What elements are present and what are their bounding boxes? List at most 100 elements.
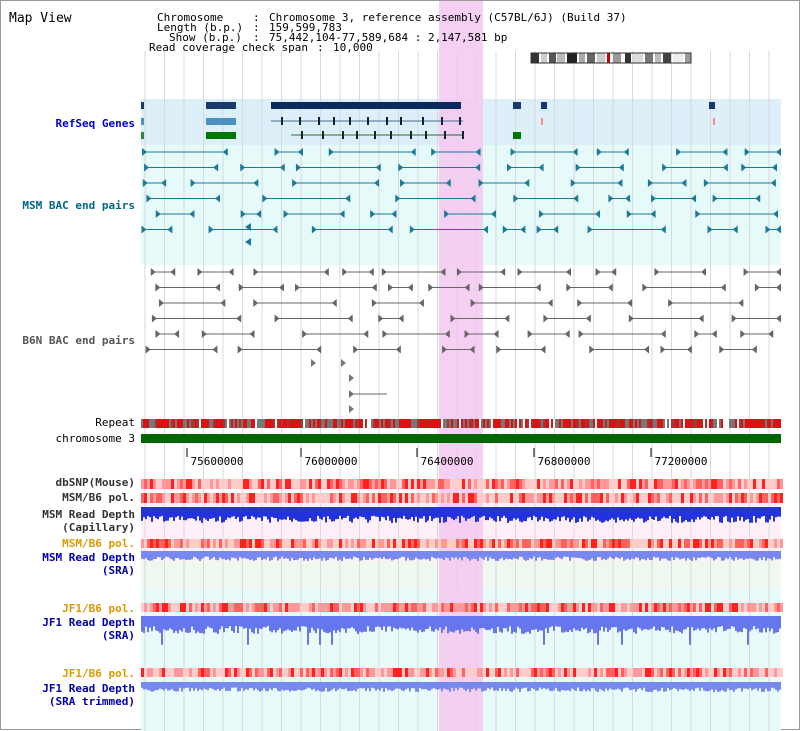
jf1-b6-pol-cell <box>255 603 258 612</box>
msm-depth-sra-bar <box>389 551 391 559</box>
repeat-segment <box>473 419 475 428</box>
jf1-depth-trimmed-bar <box>581 682 583 692</box>
jf1-b6-pol-cell <box>246 603 249 612</box>
jf1-depth-trimmed-bar <box>611 682 613 690</box>
msm-depth-sra-bar <box>521 551 523 558</box>
jf1-depth-sra-bar <box>421 616 423 633</box>
jf1-depth-trimmed-bar <box>411 682 413 689</box>
jf1-depth-sra-bar <box>563 616 565 633</box>
jf1-depth-sra-bar <box>613 616 615 628</box>
jf1-depth-sra-bar <box>213 616 215 633</box>
msm-b6-pol-cell <box>303 493 306 503</box>
msm-depth-sra-bar <box>469 551 471 561</box>
jf1-b6-pol2-cell <box>426 668 429 677</box>
msm-b6-pol-cell <box>333 493 336 503</box>
msm-b6-pol-cell <box>381 493 384 503</box>
repeat-segment <box>251 419 253 428</box>
msm-b6-pol-cell <box>486 493 489 503</box>
msm-b6-pol-cell <box>204 493 207 503</box>
repeat-segment <box>167 419 169 428</box>
jf1-b6-pol-cell <box>159 603 162 612</box>
jf1-b6-pol-cell <box>408 603 411 612</box>
jf1-depth-trimmed-bar <box>515 682 517 688</box>
jf1-b6-pol-cell <box>258 603 261 612</box>
msm-bac-pair-end <box>410 148 416 156</box>
msm-depth-sra-bar <box>691 551 693 561</box>
msm-depth-capillary-bar <box>569 507 571 523</box>
msm-depth-sra-bar <box>535 551 537 561</box>
msm-depth-capillary-bar <box>241 507 243 521</box>
jf1-depth-trimmed-bar <box>497 682 499 691</box>
msm-bac-pair-end <box>208 225 214 234</box>
jf1-depth-sra-bar <box>255 616 257 628</box>
jf1-depth-trimmed-bar <box>377 682 379 689</box>
dbsnp-cell <box>159 479 162 489</box>
msm-depth-capillary-bar <box>599 507 601 522</box>
msm-b6-pol2-cell <box>495 539 498 548</box>
dbsnp-cell <box>408 479 411 489</box>
msm-b6-pol2-cell <box>420 539 423 548</box>
repeat-segment <box>565 419 567 428</box>
jf1-depth-sra-bar <box>513 616 515 632</box>
msm-b6-pol-cell <box>582 493 585 503</box>
dbsnp-cell <box>399 479 402 489</box>
repeat-segment <box>271 419 273 428</box>
ideogram-band <box>645 53 653 63</box>
msm-depth-sra-bar <box>459 551 461 558</box>
jf1-depth-sra-bar <box>423 616 425 632</box>
b6n-bac-pair-end <box>302 330 308 338</box>
msm-depth-capillary-bar <box>339 507 341 516</box>
ideogram-band <box>663 53 671 63</box>
msm-depth-sra-bar <box>599 551 601 558</box>
jf1-depth-sra-bar <box>359 616 361 632</box>
jf1-depth-trimmed-bar <box>179 682 181 688</box>
msm-b6-pol2-cell <box>579 539 582 548</box>
dbsnp-cell <box>381 479 384 489</box>
msm-depth-capillary-bar <box>635 507 637 519</box>
repeat-segment <box>463 419 465 428</box>
dbsnp-cell <box>417 479 420 489</box>
jf1-depth-sra-bar <box>355 616 357 632</box>
jf1-depth-sra-bar <box>741 616 743 633</box>
jf1-b6-pol-cell <box>591 603 594 612</box>
jf1-b6-pol-cell <box>204 603 207 612</box>
msm-depth-capillary-bar <box>687 507 689 522</box>
msm-depth-capillary-bar <box>381 507 383 517</box>
jf1-b6-pol-cell <box>180 603 183 612</box>
b6n-bac-pair-end <box>547 299 553 307</box>
msm-depth-sra-bar <box>601 551 603 560</box>
repeat-segment <box>195 419 197 428</box>
jf1-depth-trimmed-bar <box>663 682 665 692</box>
jf1-depth-sra-bar <box>389 616 391 627</box>
jf1-depth-sra-bar <box>463 616 465 632</box>
msm-depth-capillary-bar <box>397 507 399 519</box>
jf1-depth-sra-bar <box>269 616 271 632</box>
jf1-b6-pol-cell <box>264 603 267 612</box>
msm-b6-pol2-cell <box>669 539 672 548</box>
jf1-b6-pol-cell <box>486 603 489 612</box>
repeat-segment <box>667 419 669 428</box>
jf1-depth-trimmed-bar <box>257 682 259 691</box>
dbsnp-cell <box>300 479 303 489</box>
dbsnp-cell <box>438 479 441 489</box>
b6n-bac-pair-end <box>527 330 533 338</box>
repeat-segment <box>577 419 579 428</box>
jf1-b6-pol2-cell <box>447 668 450 677</box>
repeat-segment <box>237 419 239 428</box>
msm-depth-capillary-bar <box>565 507 567 521</box>
jf1-depth-sra-bar <box>321 616 323 630</box>
refseq-exon <box>410 131 412 139</box>
jf1-b6-pol-cell <box>555 603 558 612</box>
msm-depth-capillary-bar <box>741 507 743 517</box>
msm-b6-pol-cell <box>765 493 768 503</box>
jf1-b6-pol2-cell <box>624 668 627 677</box>
repeat-segment <box>457 419 459 428</box>
b6n-bac-pair-end <box>145 345 151 354</box>
jf1-b6-pol2-cell <box>210 668 213 677</box>
jf1-depth-sra-bar <box>441 616 443 633</box>
msm-depth-sra-bar <box>491 551 493 559</box>
repeat-segment <box>333 419 335 428</box>
jf1-b6-pol2-cell <box>489 668 492 677</box>
msm-depth-capillary-bar <box>705 507 707 517</box>
